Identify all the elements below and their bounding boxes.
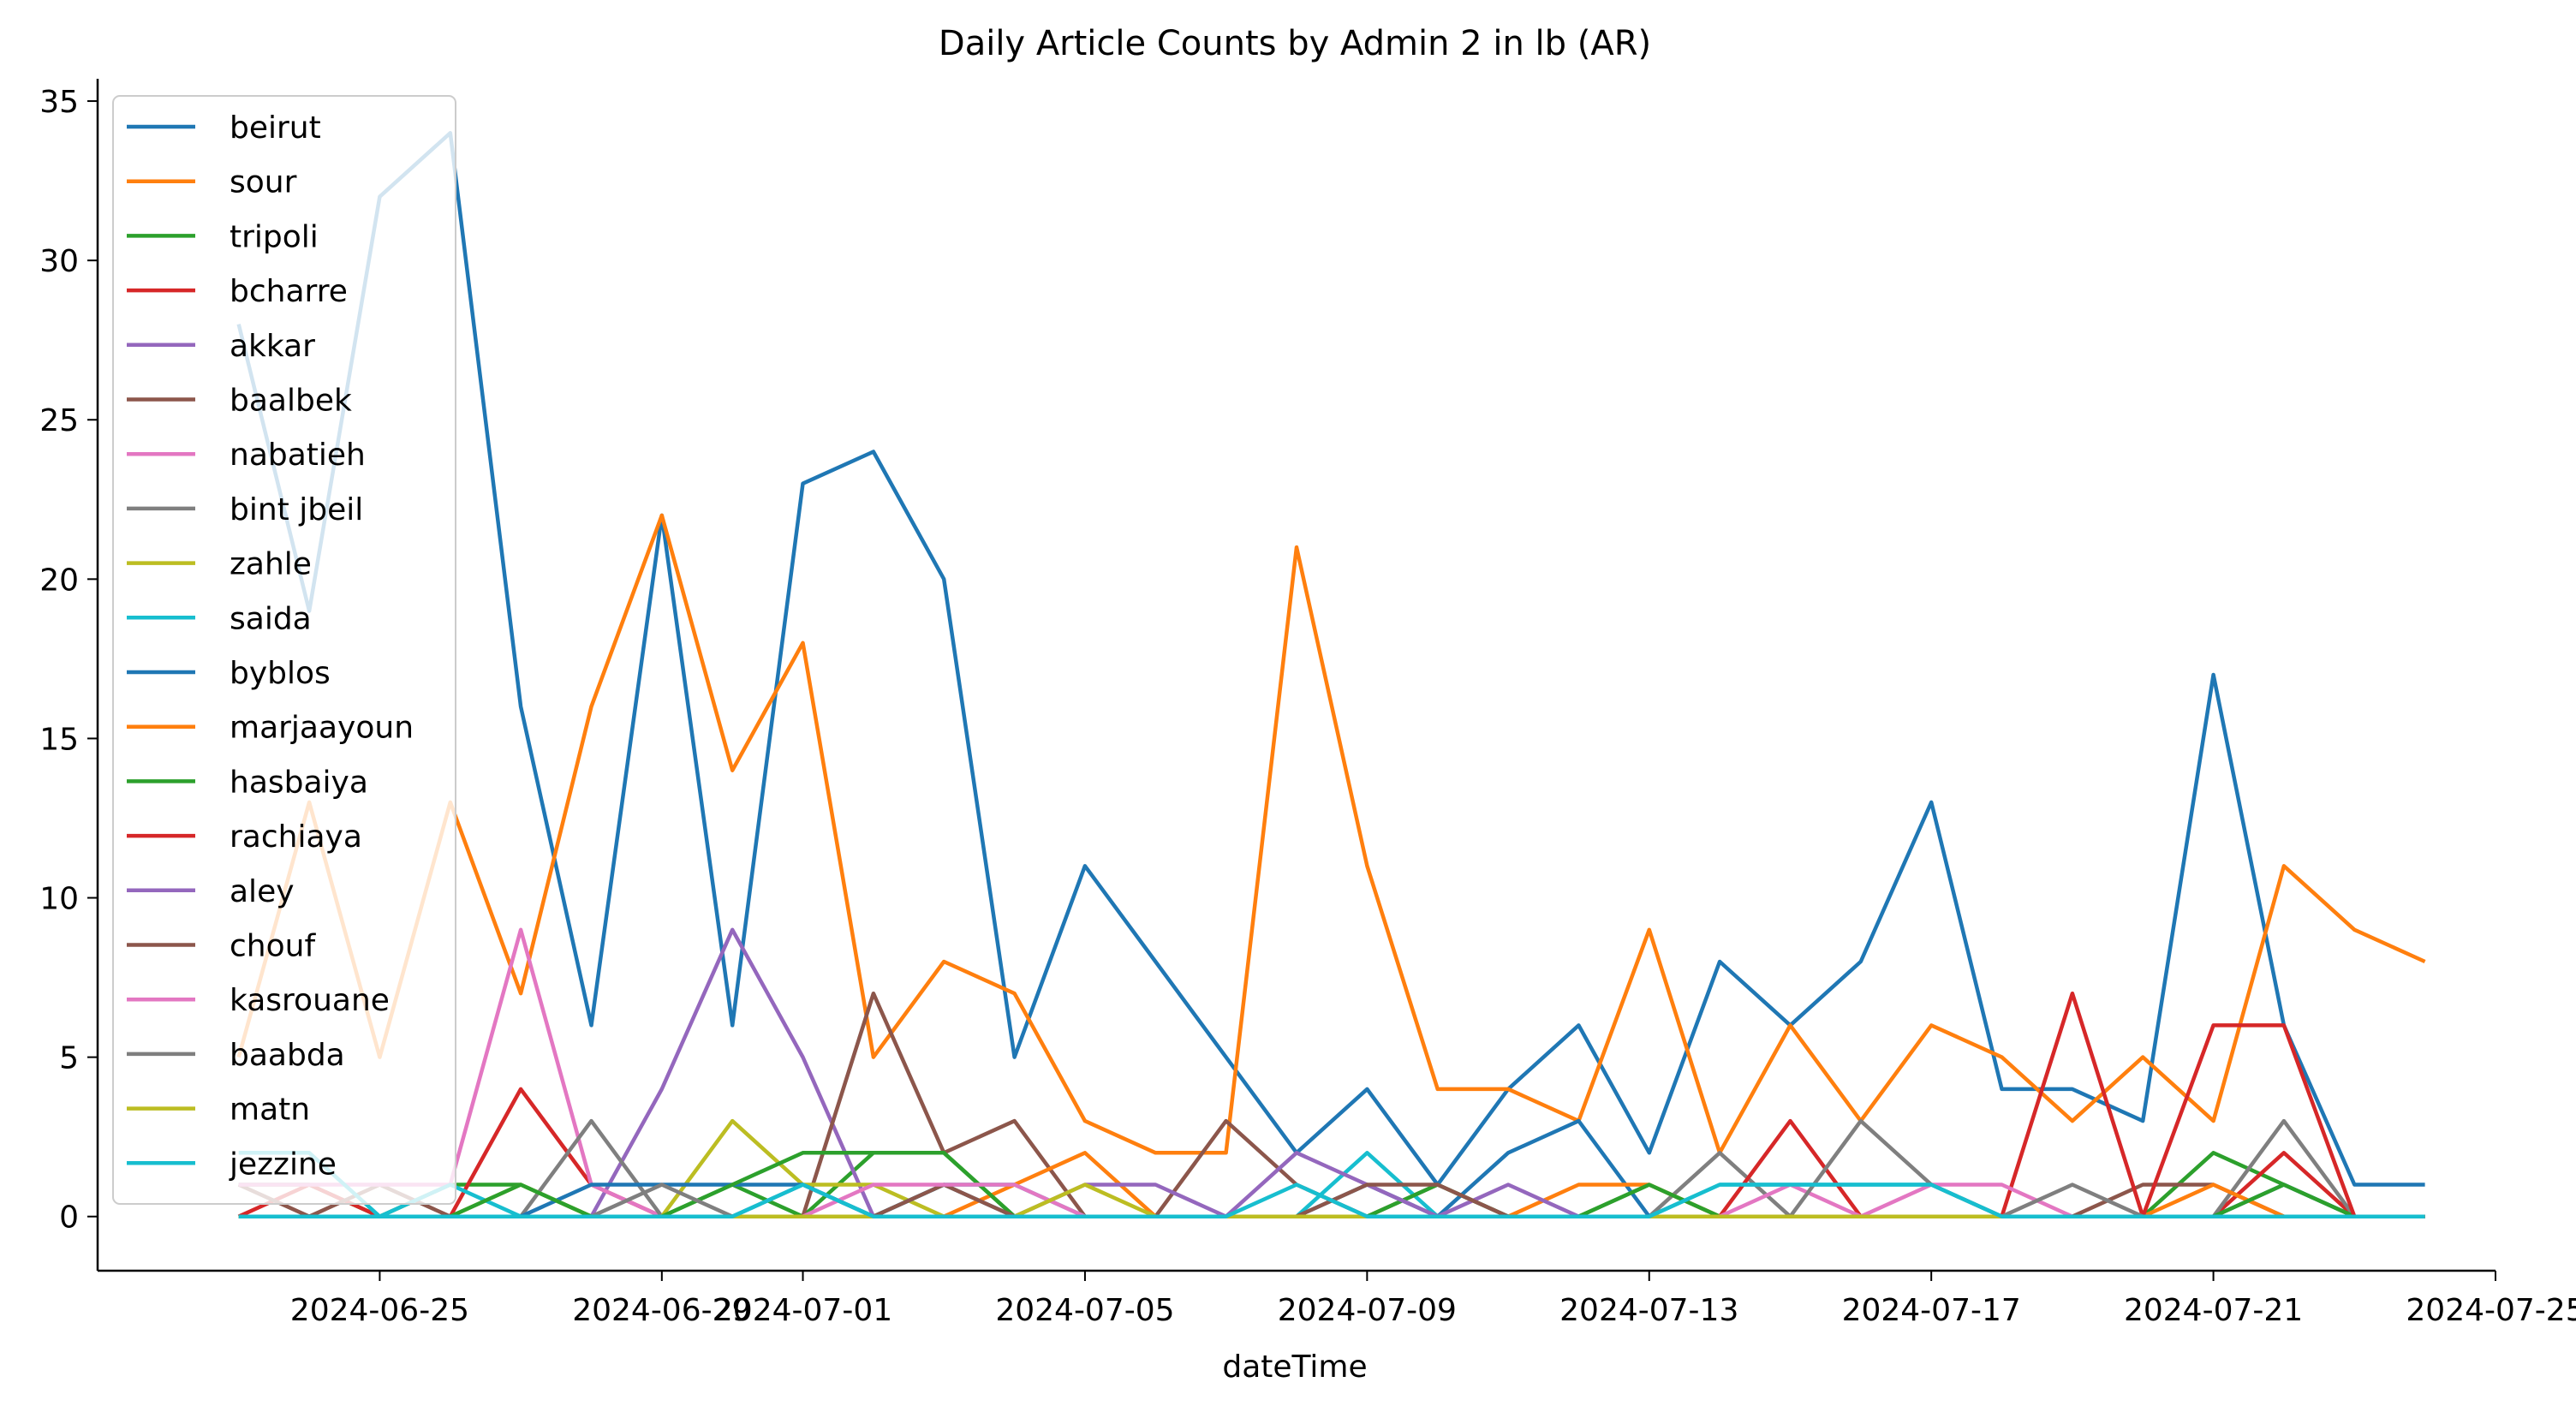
legend-label: bint jbeil	[230, 492, 363, 527]
legend-label: marjaayoun	[230, 711, 414, 746]
legend-label: matn	[230, 1093, 310, 1128]
chart-title: Daily Article Counts by Admin 2 in lb (A…	[939, 24, 1651, 63]
legend-label: nabatieh	[230, 438, 366, 473]
legend-box	[112, 95, 456, 1205]
legend-label: zahle	[230, 547, 312, 582]
x-tick-label: 2024-06-29	[572, 1293, 751, 1328]
series-layer	[236, 131, 2426, 1218]
series-line-jezzine	[238, 1183, 2425, 1218]
legend-label: baalbek	[230, 384, 352, 419]
legend-label: rachiaya	[230, 819, 362, 855]
x-axis-label: dateTime	[1222, 1349, 1367, 1385]
x-tick-label: 2024-07-25	[2406, 1293, 2576, 1328]
legend-label: beirut	[230, 110, 321, 146]
y-tick-label: 15	[39, 722, 79, 757]
legend-label: hasbaiya	[230, 765, 368, 800]
legend-label: bcharre	[230, 274, 348, 309]
x-tick-label: 2024-07-17	[1842, 1293, 2021, 1328]
legend-label: jezzine	[229, 1147, 337, 1182]
legend-label: tripoli	[230, 219, 319, 254]
legend-label: chouf	[230, 929, 316, 964]
series-line-sour	[236, 513, 2426, 1155]
legend-label: kasrouane	[230, 983, 390, 1018]
x-tick-label: 2024-07-21	[2124, 1293, 2303, 1328]
x-tick-label: 2024-07-13	[1559, 1293, 1738, 1328]
series-line-beirut	[236, 131, 2425, 1187]
legend: beirut sour tripoli bcharre akkar baalbek naba…	[112, 95, 456, 1205]
y-tick-label: 5	[59, 1041, 79, 1076]
y-tick-label: 30	[39, 244, 79, 279]
x-tick-label: 2024-07-09	[1278, 1293, 1457, 1328]
y-tick-label: 20	[39, 563, 79, 598]
x-tick-label: 2024-07-01	[713, 1293, 892, 1328]
legend-label: baabda	[230, 1038, 345, 1073]
y-tick-label: 10	[39, 882, 79, 917]
x-tick-label: 2024-07-05	[995, 1293, 1174, 1328]
y-tick-label: 35	[39, 85, 79, 120]
legend-label: saida	[230, 601, 312, 636]
legend-label: aley	[230, 874, 295, 909]
x-tick-label: 2024-06-25	[290, 1293, 469, 1328]
legend-label: byblos	[230, 656, 331, 691]
legend-label: akkar	[230, 329, 315, 364]
legend-label: sour	[230, 165, 297, 200]
y-tick-label: 0	[59, 1200, 79, 1236]
y-tick-label: 25	[39, 403, 79, 438]
